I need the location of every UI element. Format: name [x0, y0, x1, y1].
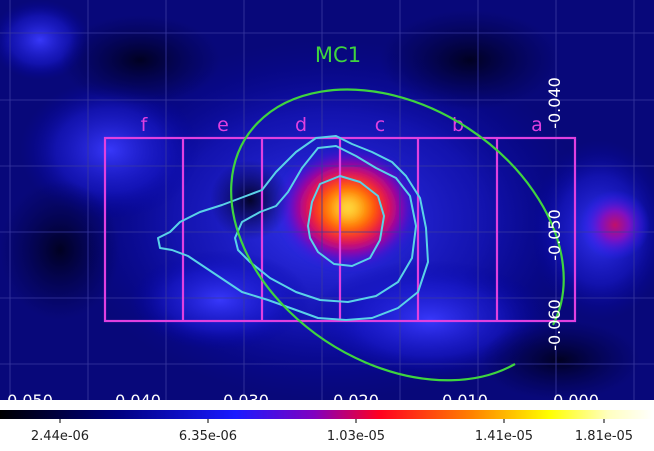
colorbar-tick-label: 1.41e-05: [475, 429, 533, 444]
x-tick-label: 0.020: [333, 391, 379, 410]
strip-label-a: a: [531, 114, 543, 136]
x-tick-label: 0.050: [7, 391, 53, 410]
contour-middle: [234, 145, 417, 303]
mc1-label: MC1: [315, 43, 361, 67]
mc1-ellipse: [230, 88, 565, 382]
strip-label-c: c: [375, 114, 385, 136]
secondary-peak: [580, 190, 650, 260]
y-tick-label: -0.060: [545, 299, 564, 351]
coordinate-grid: [0, 0, 654, 400]
strip-label-d: d: [295, 114, 307, 136]
colorbar-tick-label: 2.44e-06: [31, 429, 89, 444]
x-tick-label: 0.010: [442, 391, 488, 410]
x-tick-label: 0.040: [115, 391, 161, 410]
y-tick-label: -0.040: [545, 77, 564, 129]
colorbar-tick-label: 1.03e-05: [327, 429, 385, 444]
colorbar-labels: 2.44e-06 6.35e-06 1.03e-05 1.41e-05 1.81…: [31, 429, 633, 444]
y-axis-ticks: -0.040 -0.050 -0.060: [545, 77, 564, 351]
x-tick-label: 0.000: [553, 391, 599, 410]
contour-inner: [307, 175, 385, 267]
intensity-contours: [157, 135, 429, 321]
colorbar-tick-label: 1.81e-05: [575, 429, 633, 444]
emission-peak: [280, 150, 416, 266]
y-tick-label: -0.050: [545, 209, 564, 261]
emission-map: [0, 0, 654, 400]
colorbar: [0, 410, 654, 419]
x-axis-ticks: 0.050 0.040 0.030 0.020 0.010 0.000: [7, 391, 599, 410]
colorbar-ticks: [59, 419, 605, 423]
strip-label-f: f: [141, 114, 149, 136]
colorbar-tick-label: 6.35e-06: [179, 429, 237, 444]
strip-label-e: e: [217, 114, 229, 136]
contour-outer: [157, 135, 429, 321]
x-tick-label: 0.030: [223, 391, 269, 410]
